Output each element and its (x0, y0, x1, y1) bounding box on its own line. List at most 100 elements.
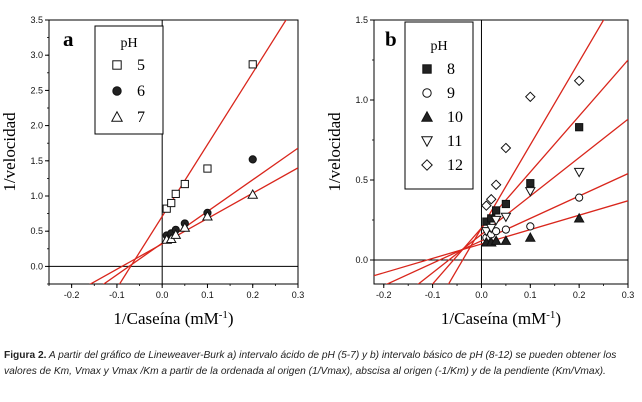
fit-lines (374, 20, 628, 284)
panel-label: a (63, 27, 74, 51)
legend-label-pH-12: 12 (447, 157, 463, 174)
data-point (171, 189, 180, 198)
legend: pH5 6 7 (94, 25, 164, 135)
figure-charts: -0.2 -0.1 0.0 0.1 0.2 0.3 0.0 0.5 1.0 1.5 2.0 2.5 3.… (0, 15, 635, 328)
x-axis-label: 1/Caseína (mM-1) (113, 309, 233, 328)
data-point (170, 229, 182, 239)
figure-caption: Figura 2. A partir del gráfico de Linewe… (4, 348, 638, 380)
series-pH-10 (480, 212, 585, 247)
y-tick-label: 2.5 (30, 85, 43, 95)
chart-panel-b: -0.2 -0.1 0.0 0.1 0.2 0.3 0.0 0.5 1.0 1.5 b pH8 9 10 1… (325, 15, 635, 328)
y-axis-label: 1/velocidad (325, 112, 344, 192)
series-pH-12 (481, 75, 585, 211)
series-pH-7 (161, 188, 259, 244)
data-point (526, 179, 535, 188)
x-tick-label: -0.2 (64, 290, 80, 300)
series-pH-5 (162, 60, 257, 213)
fit-line-pH-11 (417, 118, 628, 284)
data-point (485, 193, 497, 205)
data-point (500, 235, 512, 245)
caption-label: Figura 2. (4, 350, 47, 361)
x-tick-label: 0.1 (524, 290, 537, 300)
x-tick-label: 0.1 (201, 290, 214, 300)
x-tick-label: 0.3 (292, 290, 305, 300)
legend-label-pH-5: 5 (137, 57, 145, 74)
y-tick-label: 3.5 (30, 15, 43, 25)
data-point (248, 60, 257, 69)
x-axis-label: 1/Caseína (mM-1) (441, 309, 561, 328)
chart-panel-a: -0.2 -0.1 0.0 0.1 0.2 0.3 0.0 0.5 1.0 1.5 2.0 2.5 3.… (0, 15, 305, 328)
legend-marker-pH-7 (110, 110, 124, 122)
legend-marker-pH-6 (112, 86, 122, 96)
x-tick-label: -0.1 (109, 290, 125, 300)
data-point (179, 222, 191, 232)
data-point (501, 199, 510, 209)
fit-line-pH-10 (374, 200, 628, 277)
data-point (203, 164, 212, 173)
legend-title: pH (430, 39, 447, 54)
data-point (490, 179, 502, 191)
y-tick-label: 1.0 (30, 191, 43, 201)
legend-marker-pH-5 (112, 60, 122, 70)
y-axis-label: 1/velocidad (0, 112, 19, 192)
x-tick-label: 0.3 (622, 290, 635, 300)
data-point (490, 235, 502, 245)
data-point (575, 123, 584, 132)
legend-label-pH-10: 10 (447, 109, 463, 126)
legend-marker-pH-8 (422, 64, 432, 74)
x-tick-label: 0.0 (475, 290, 488, 300)
data-point (526, 222, 535, 231)
y-tick-label: 3.0 (30, 50, 43, 60)
data-point (501, 225, 510, 234)
series-pH-11 (480, 167, 585, 237)
data-point (481, 200, 492, 211)
y-tick-label: 0.0 (355, 255, 368, 265)
data-point (485, 223, 497, 234)
data-point (492, 206, 501, 215)
data-point (500, 142, 512, 154)
y-tick-label: 0.0 (30, 261, 43, 271)
caption-text: A partir del gráfico de Lineweaver-Burk … (4, 350, 617, 377)
series-pH-8 (482, 123, 584, 226)
data-point (575, 193, 584, 202)
data-point (480, 227, 492, 237)
legend-label-pH-8: 8 (447, 61, 455, 78)
data-point (524, 231, 536, 242)
data-point (524, 187, 536, 197)
series-pH-6 (162, 155, 257, 240)
legend-box (94, 25, 164, 135)
data-point (573, 167, 585, 178)
x-tick-label: 0.0 (156, 290, 169, 300)
fit-line-pH-5 (118, 20, 287, 284)
data-point (525, 91, 536, 103)
fit-line-pH-9 (385, 173, 628, 284)
data-point (162, 204, 171, 213)
legend-label-pH-7: 7 (137, 109, 145, 126)
y-tick-label: 0.5 (355, 175, 368, 185)
legend-label-pH-11: 11 (447, 133, 462, 150)
data-point (573, 212, 585, 223)
plot-frame (48, 19, 299, 285)
data-point (247, 188, 259, 199)
y-tick-label: 1.5 (355, 15, 368, 25)
data-point (167, 198, 176, 208)
y-tick-label: 1.0 (355, 95, 368, 105)
legend-box (404, 21, 474, 190)
panel-label: b (385, 27, 397, 51)
legend-label-pH-6: 6 (137, 83, 145, 100)
data-point (180, 179, 189, 189)
y-tick-label: 0.5 (30, 226, 43, 236)
x-tick-label: -0.2 (376, 290, 392, 300)
data-point (248, 155, 257, 164)
x-tick-label: 0.2 (246, 290, 259, 300)
legend-title: pH (120, 36, 137, 51)
fit-lines (89, 20, 298, 284)
data-point (202, 210, 213, 221)
y-tick-label: 2.0 (30, 121, 43, 131)
x-tick-label: -0.1 (425, 290, 441, 300)
y-tick-label: 1.5 (30, 156, 43, 166)
legend-marker-pH-11 (420, 136, 434, 148)
legend-marker-pH-10 (420, 110, 434, 122)
legend-marker-pH-9 (422, 88, 432, 98)
fit-line-pH-12 (447, 20, 605, 284)
